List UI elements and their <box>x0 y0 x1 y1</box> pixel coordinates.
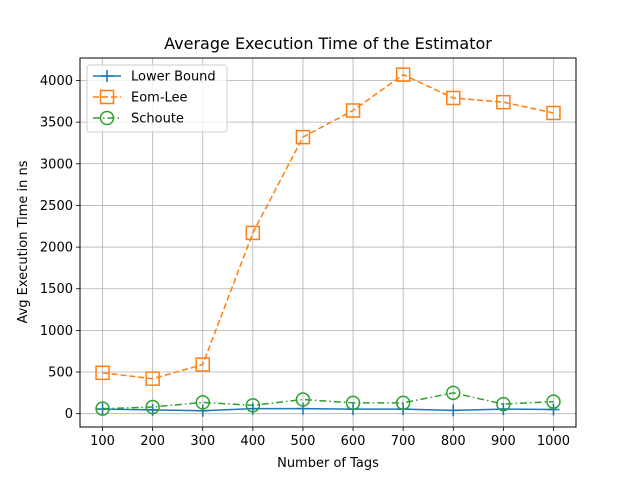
legend-marker <box>99 110 115 126</box>
y-axis-ticks: 0 500 1000 1500 2000 2500 3000 3500 4000 <box>40 74 80 422</box>
legend-item-schoute: Schoute <box>93 110 184 127</box>
legend-label: Lower Bound <box>131 70 216 85</box>
data-point-lower-bound <box>296 402 309 415</box>
legend: Lower Bound Eom-Lee Schoute <box>86 64 228 133</box>
y-tick-label: 3500 <box>40 116 73 131</box>
x-tick-label: 800 <box>441 434 466 449</box>
data-point-eom-lee <box>345 103 361 118</box>
data-point-eom-lee <box>395 67 411 82</box>
data-point-schoute <box>395 395 411 411</box>
x-tick-label: 900 <box>491 434 516 449</box>
series-line-lower-bound <box>102 407 554 412</box>
x-tick-label: 600 <box>341 434 366 449</box>
data-point-schoute <box>95 401 110 416</box>
chart-title: Average Execution Time of the Estimator <box>164 34 492 53</box>
data-point-lower-bound <box>447 404 460 417</box>
data-point-schoute <box>295 392 311 407</box>
data-point-eom-lee <box>496 94 511 110</box>
y-tick-label: 2000 <box>40 241 73 256</box>
y-tick-label: 0 <box>65 407 73 422</box>
y-tick-label: 1500 <box>40 282 73 297</box>
data-point-eom-lee <box>245 225 261 241</box>
data-point-schoute <box>546 394 561 409</box>
y-tick-label: 1000 <box>40 324 73 339</box>
series-eom-lee <box>95 67 561 386</box>
data-point-schoute <box>446 385 461 401</box>
y-tick-label: 2500 <box>40 199 73 214</box>
y-tick-label: 3000 <box>40 157 73 172</box>
y-tick-label: 500 <box>48 366 73 381</box>
x-tick-label: 200 <box>140 434 165 449</box>
legend-item-lower-bound: Lower Bound <box>93 70 216 85</box>
data-point-eom-lee <box>546 105 561 121</box>
legend-marker <box>101 70 113 82</box>
data-point-schoute <box>145 399 160 415</box>
legend-marker <box>99 89 115 105</box>
plot-series <box>95 67 561 417</box>
x-tick-label: 700 <box>391 434 416 449</box>
x-tick-label: 100 <box>90 434 115 449</box>
data-point-schoute <box>345 395 361 411</box>
plot-area-frame <box>79 57 577 428</box>
data-point-lower-bound <box>547 403 560 416</box>
legend-label: Schoute <box>131 112 184 127</box>
legend-item-eom-lee: Eom-Lee <box>93 89 188 106</box>
data-point-eom-lee <box>145 371 160 386</box>
data-point-lower-bound <box>196 404 209 417</box>
data-point-schoute <box>195 395 210 410</box>
series-line-schoute <box>102 392 554 410</box>
y-axis-label: Avg Execution Time in ns <box>16 160 31 323</box>
y-tick-label: 4000 <box>40 74 73 89</box>
data-point-eom-lee <box>95 365 110 381</box>
series-schoute <box>95 385 561 416</box>
series-line-eom-lee <box>102 73 554 380</box>
legend-label: Eom-Lee <box>131 91 188 106</box>
data-point-eom-lee <box>446 90 461 106</box>
data-point-eom-lee <box>295 129 311 145</box>
x-tick-label: 300 <box>190 434 215 449</box>
x-axis-ticks: 100 200 300 400 500 600 700 800 900 1000 <box>90 427 570 449</box>
x-tick-label: 1000 <box>537 434 570 449</box>
data-point-eom-lee <box>195 357 210 372</box>
x-tick-label: 400 <box>240 434 265 449</box>
legend-box <box>86 64 228 133</box>
x-tick-label: 500 <box>291 434 316 449</box>
data-point-schoute <box>245 398 261 413</box>
data-point-schoute <box>496 396 511 412</box>
x-axis-label: Number of Tags <box>277 456 379 471</box>
